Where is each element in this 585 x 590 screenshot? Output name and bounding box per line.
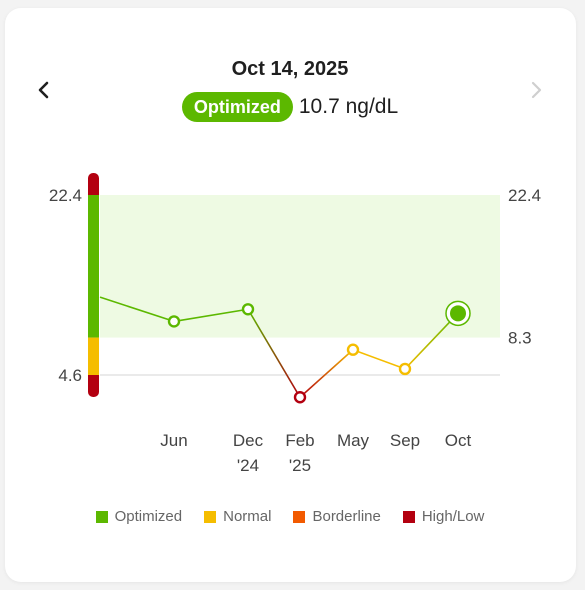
range-bar-optimized [88, 195, 99, 338]
legend-label: Normal [223, 508, 272, 525]
previous-button[interactable] [30, 76, 58, 104]
legend: Optimized Normal Borderline High/Low [0, 508, 580, 525]
data-point [241, 303, 255, 316]
legend-item: Borderline [293, 508, 381, 525]
data-point-current [450, 305, 466, 322]
range-bar-high [88, 173, 99, 201]
legend-label: High/Low [421, 508, 485, 525]
data-point [398, 362, 412, 376]
x-tick-label: Feb [285, 431, 314, 450]
range-bar-normal [88, 337, 99, 375]
legend-label: Borderline [312, 508, 381, 525]
result-value: 10.7 ng/dL [298, 95, 399, 118]
range-bar-low [88, 369, 99, 397]
legend-label: Optimized [114, 508, 183, 525]
data-point [346, 343, 360, 356]
data-point [167, 315, 181, 328]
x-tick-label: Jun [160, 431, 187, 450]
trend-line-segment [299, 349, 354, 398]
trend-line-segment [173, 308, 249, 323]
status-badge: Optimized [181, 92, 293, 122]
y-right-tick-label: 22.4 [508, 186, 541, 205]
x-tick-label-year: '25 [289, 456, 311, 475]
x-tick-label-year: '24 [237, 456, 259, 475]
legend-swatch [293, 510, 306, 523]
trend-line-segment [99, 296, 175, 323]
legend-swatch [204, 510, 217, 523]
legend-item: Optimized [95, 508, 183, 525]
legend-swatch [95, 510, 108, 523]
data-point [293, 391, 307, 404]
y-right-tick-label: 8.3 [508, 329, 532, 348]
x-tick-label: Dec [233, 431, 264, 450]
x-tick-label: Sep [390, 431, 420, 450]
next-button[interactable] [522, 76, 550, 104]
trend-line-segment [352, 348, 406, 370]
x-tick-label: Oct [445, 431, 472, 450]
date-title: Oct 14, 2025 [231, 58, 349, 80]
status-row: Optimized 10.7 ng/dL [0, 92, 580, 122]
optimal-range-band [100, 195, 500, 338]
trend-line-segment [404, 312, 459, 370]
legend-item: Normal [204, 508, 271, 525]
chevron-left-icon [38, 81, 49, 99]
y-left-tick-label: 4.6 [58, 366, 82, 385]
chevron-right-icon [531, 81, 542, 99]
legend-swatch [402, 510, 415, 523]
y-left-tick-label: 22.4 [49, 186, 82, 205]
x-tick-label: May [337, 431, 370, 450]
trend-line-segment [247, 308, 301, 398]
legend-item: High/Low [402, 508, 485, 525]
